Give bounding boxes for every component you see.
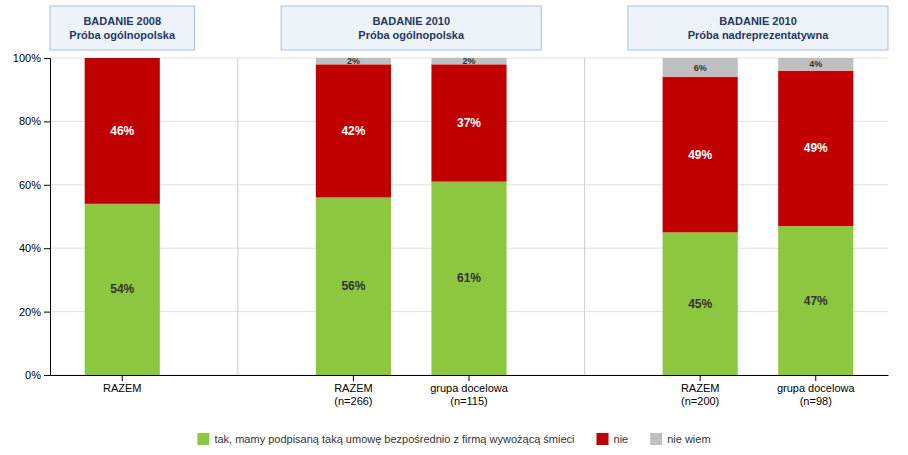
data-label: 54% — [110, 282, 134, 296]
legend-item: nie — [597, 433, 629, 445]
series — [85, 182, 854, 375]
legend-label: tak, mamy podpisaną taką umowę bezpośred… — [214, 433, 574, 445]
legend-label: nie — [614, 433, 629, 445]
y-tick: 40% — [19, 242, 50, 254]
x-tick: grupa docelowa(n=98) — [777, 375, 856, 407]
legend-item: tak, mamy podpisaną taką umowę bezpośred… — [197, 433, 574, 445]
x-tick: grupa docelowa(n=115) — [430, 375, 509, 407]
x-tick-mark — [700, 375, 701, 381]
x-tick-mark — [815, 375, 816, 381]
data-label: 46% — [110, 124, 134, 138]
data-label: 56% — [341, 279, 365, 293]
grid — [50, 58, 888, 375]
y-tick: 20% — [19, 306, 50, 318]
group-header-box — [50, 6, 194, 50]
x-tick-mark — [122, 375, 123, 381]
group-header: BADANIE 2008Próba ogólnopolska — [69, 15, 176, 41]
y-tick-label: 0% — [25, 369, 41, 381]
bar-segment — [778, 71, 853, 226]
x-tick-label: RAZEM(n=200) — [681, 382, 720, 407]
data-label: 4% — [809, 59, 822, 69]
plot-area — [85, 58, 854, 375]
data-label: 42% — [341, 124, 365, 138]
data-label: 6% — [694, 63, 707, 73]
bar-segment — [431, 182, 506, 375]
bar-segment — [85, 58, 160, 204]
group-header-box — [628, 6, 888, 50]
data-label: 2% — [347, 56, 360, 66]
y-tick-mark — [44, 248, 50, 249]
series — [316, 58, 853, 77]
chart: 54% 56% 61% 45% 47% 46% 42% 37% 49% 49% 2% 2% 6% 4% 0%… — [0, 0, 908, 455]
x-tick: RAZEM(n=200) — [681, 375, 720, 407]
y-tick: 80% — [19, 115, 50, 127]
legend-swatch — [197, 433, 209, 445]
bar-segment — [85, 58, 160, 59]
y-tick-label: 80% — [19, 115, 41, 127]
x-axis: RAZEM RAZEM(n=266) grupa docelowa(n=115) RA… — [51, 375, 889, 407]
data-label: 49% — [804, 141, 828, 155]
y-tick-mark — [44, 312, 50, 313]
group-separator — [584, 58, 585, 375]
bar-segment — [316, 64, 391, 197]
y-tick-label: 100% — [13, 52, 41, 64]
x-tick-mark — [469, 375, 470, 381]
group-separator — [237, 58, 238, 375]
bar-segment — [316, 197, 391, 375]
data-label: 2% — [462, 56, 475, 66]
x-tick: RAZEM — [103, 375, 142, 394]
y-tick: 0% — [25, 369, 50, 381]
legend: tak, mamy podpisaną taką umowę bezpośred… — [197, 433, 710, 445]
bar-segment — [778, 226, 853, 375]
y-tick-mark — [44, 375, 50, 376]
data-label: 61% — [457, 271, 481, 285]
data-label: 47% — [804, 294, 828, 308]
legend-item: nie wiem — [650, 433, 710, 445]
group-headers: BADANIE 2008Próba ogólnopolska BADANIE 20… — [50, 6, 888, 50]
legend-swatch — [650, 433, 662, 445]
y-tick-label: 40% — [19, 242, 41, 254]
y-axis-line — [44, 59, 51, 376]
legend-swatch — [597, 433, 609, 445]
y-tick: 60% — [19, 179, 50, 191]
y-axis: 0% 20% 40% 60% 80% 100% — [13, 52, 51, 381]
x-tick-label: grupa docelowa(n=115) — [430, 382, 509, 407]
x-tick-mark — [353, 375, 354, 381]
bar-segment — [663, 232, 738, 375]
group-header-box — [281, 6, 541, 50]
group-header: BADANIE 2010Próba nadreprezentatywna — [688, 15, 829, 41]
y-tick-mark — [44, 185, 50, 186]
data-label: 45% — [688, 297, 712, 311]
bar-segment — [663, 58, 738, 77]
bar-segment — [431, 64, 506, 181]
x-tick-label: RAZEM — [103, 382, 142, 394]
x-tick-label: grupa docelowa(n=98) — [777, 382, 856, 407]
bar-segment — [85, 204, 160, 375]
data-label: 49% — [688, 148, 712, 162]
x-tick-label: RAZEM(n=266) — [334, 382, 373, 407]
group-header: BADANIE 2010Próba ogólnopolska — [358, 15, 465, 41]
data-labels: 54% 56% 61% 45% 47% 46% 42% 37% 49% 49% 2% 2% 6% 4% — [110, 56, 828, 311]
y-tick-label: 20% — [19, 306, 41, 318]
data-label: 37% — [457, 116, 481, 130]
separators — [238, 58, 585, 375]
legend-label: nie wiem — [667, 433, 710, 445]
y-tick-mark — [44, 58, 50, 59]
x-tick: RAZEM(n=266) — [334, 375, 373, 407]
y-tick: 100% — [13, 52, 50, 64]
y-tick-mark — [44, 121, 50, 122]
bar-segment — [663, 77, 738, 232]
bar-segment — [778, 58, 853, 71]
y-tick-label: 60% — [19, 179, 41, 191]
series — [85, 58, 854, 232]
